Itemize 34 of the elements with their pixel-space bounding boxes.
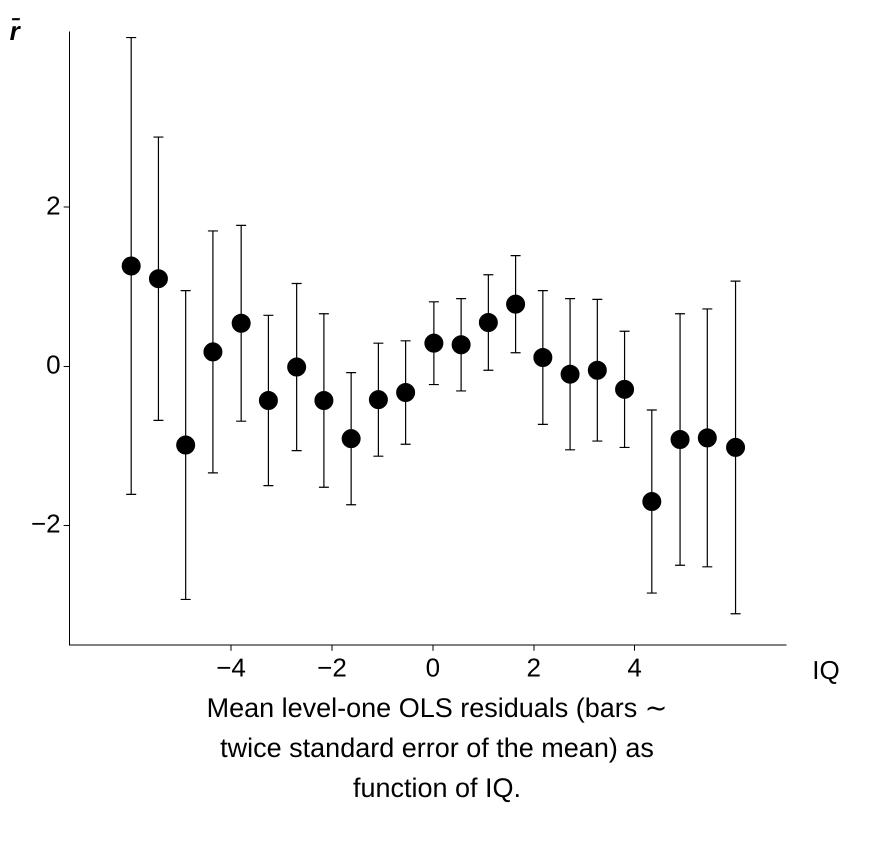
point [396, 383, 416, 402]
point [560, 364, 580, 384]
point [176, 436, 196, 455]
point [506, 294, 526, 314]
point [670, 430, 690, 449]
x-tick-label: −4 [216, 652, 246, 683]
x-tick-label: 0 [426, 652, 440, 683]
point [203, 342, 222, 362]
point [642, 492, 662, 512]
point [726, 438, 746, 457]
point [698, 428, 717, 448]
point [342, 429, 361, 448]
x-axis-title: IQ [812, 654, 840, 685]
point [588, 360, 607, 380]
point [424, 334, 444, 353]
point [368, 390, 388, 410]
y-tick-label: 2 [46, 190, 61, 220]
x-tick-label: −2 [317, 652, 347, 683]
point [287, 358, 306, 377]
point [478, 312, 498, 332]
y-tick-label: 0 [46, 349, 61, 380]
point [314, 390, 334, 410]
point [148, 269, 168, 288]
point [122, 256, 141, 276]
x-tick-label: 4 [627, 652, 642, 683]
y-axis-title: r̄ [10, 16, 22, 46]
text: Mean level-one OLS residuals (bars ∼ twice standard error of the mean) as function of IQ. [206, 692, 668, 805]
point [615, 380, 634, 399]
y-tick-label: −2 [30, 508, 61, 539]
point [452, 335, 471, 354]
x-tick-label: 2 [526, 652, 541, 683]
point [258, 390, 278, 410]
point [232, 314, 251, 333]
point [533, 348, 552, 367]
